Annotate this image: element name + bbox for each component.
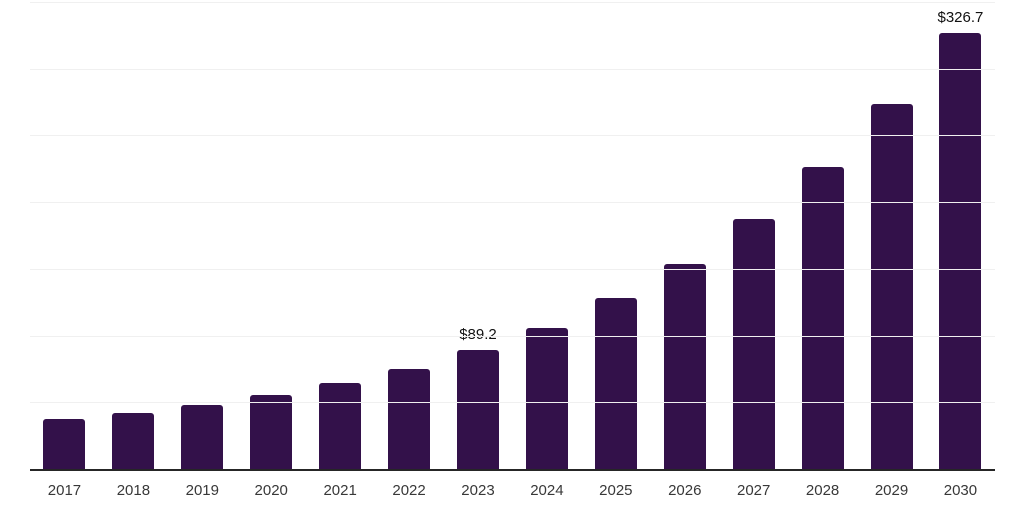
x-tick-2023: 2023: [461, 482, 495, 499]
x-tick-2028: 2028: [805, 482, 840, 499]
plot-area: $89.2 $326.7: [30, 2, 995, 471]
bar-2022: [388, 369, 431, 469]
x-tick-2020: 2020: [254, 482, 288, 499]
x-tick-2030: 2030: [943, 482, 978, 499]
gridline-300: [30, 68, 995, 70]
x-tick-2019: 2019: [185, 482, 219, 499]
bar-slot-2018: [99, 2, 168, 469]
bar-slot-2020: [237, 2, 306, 469]
x-axis-tick-labels: 2017 2018 2019 2020 2021 2022 2023 2024 2025 2026…: [30, 483, 995, 499]
bar-slot-2025: [581, 2, 650, 469]
x-tick-2029: 2029: [874, 482, 909, 499]
bar-slot-2029: [857, 2, 926, 469]
bar-slot-2027: [719, 2, 788, 469]
gridline-150: [30, 268, 995, 270]
bar-2025: [594, 297, 637, 469]
gridline-350: [30, 2, 995, 3]
bar-2029: [870, 103, 913, 469]
bar-slot-2019: [168, 2, 237, 469]
bar-slot-2017: [30, 2, 99, 469]
gridline-100: [30, 335, 995, 337]
x-tick-2017: 2017: [47, 482, 82, 499]
x-tick-2026: 2026: [668, 482, 702, 499]
gridline-250: [30, 135, 995, 137]
x-tick-2025: 2025: [599, 482, 633, 499]
data-label-2030: $326.7: [937, 9, 984, 27]
bar-2030: [939, 33, 982, 469]
bar-2021: [319, 383, 362, 469]
bar-2026: [663, 263, 706, 469]
x-tick-2022: 2022: [392, 482, 426, 499]
bar-slot-2021: [306, 2, 375, 469]
bars-container: $89.2 $326.7: [30, 2, 995, 469]
bar-2017: [43, 418, 86, 469]
x-tick-2027: 2027: [736, 482, 771, 499]
bar-2019: [181, 404, 224, 469]
bar-2024: [525, 327, 568, 469]
bar-slot-2022: [375, 2, 444, 469]
bar-2028: [801, 166, 844, 469]
data-label-2023: $89.2: [459, 325, 497, 343]
gridline-200: [30, 202, 995, 204]
x-tick-2021: 2021: [323, 482, 357, 499]
bar-2027: [732, 218, 775, 469]
bar-2020: [250, 395, 293, 469]
bar-slot-2028: [788, 2, 857, 469]
gridline-50: [30, 402, 995, 404]
bar-slot-2026: [650, 2, 719, 469]
bar-2018: [112, 412, 155, 469]
bar-slot-2023: $89.2: [444, 2, 513, 469]
bar-slot-2030: $326.7: [926, 2, 995, 469]
bar-2023: [456, 349, 499, 469]
bar-slot-2024: [512, 2, 581, 469]
x-tick-2018: 2018: [116, 482, 151, 499]
x-tick-2024: 2024: [530, 482, 564, 499]
